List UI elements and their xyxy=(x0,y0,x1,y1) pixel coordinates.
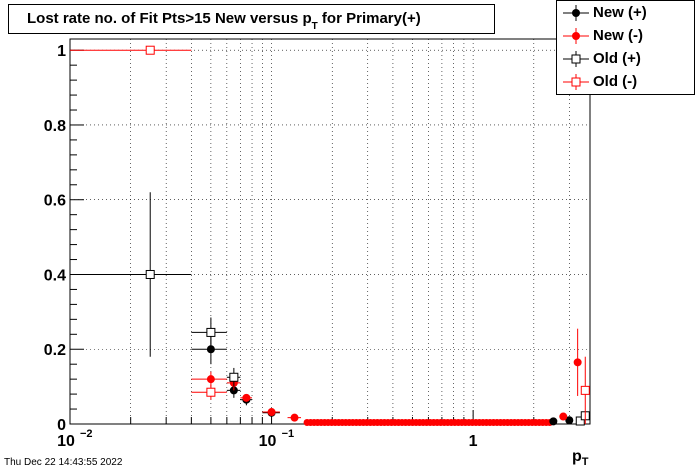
data-point xyxy=(580,385,590,395)
legend-marker-open-square-red xyxy=(563,74,589,90)
legend: New (+) New (-) Old (+) Old (-) xyxy=(556,0,695,95)
data-point xyxy=(242,393,251,402)
data-point xyxy=(575,416,585,426)
legend-item: Old (-) xyxy=(557,71,694,93)
y-tick-label: 0.4 xyxy=(44,267,66,284)
legend-item: New (+) xyxy=(557,2,694,24)
chart-title: Lost rate no. of Fit Pts>15 New versus p… xyxy=(8,4,495,34)
axis-tick-labels: 0 0.2 0.4 0.6 0.8 1 10 −2 10 −1 1 xyxy=(44,43,478,450)
y-tick-label: 0 xyxy=(57,417,66,434)
data-point xyxy=(573,358,582,367)
x-tick-label: 10 xyxy=(57,433,75,450)
data-point xyxy=(549,417,558,426)
x-axis-label-text: p xyxy=(572,448,582,465)
data-point xyxy=(206,375,215,384)
data-point xyxy=(145,45,155,55)
legend-label: New (+) xyxy=(593,4,647,21)
y-tick-label: 0.6 xyxy=(44,193,66,210)
y-tick-label: 1 xyxy=(57,43,66,60)
y-tick-label: 0.2 xyxy=(44,342,66,359)
legend-marker-filled-circle-red xyxy=(563,28,589,44)
legend-label: Old (-) xyxy=(593,73,638,90)
legend-item: New (-) xyxy=(557,25,694,47)
footer-timestamp: Thu Dec 22 14:43:55 2022 xyxy=(4,457,123,468)
chart-title-suffix: for Primary(+) xyxy=(317,10,421,27)
data-marks xyxy=(70,45,590,427)
legend-label: New (-) xyxy=(593,27,643,44)
legend-label: Old (+) xyxy=(593,50,641,67)
legend-item: Old (+) xyxy=(557,48,694,70)
data-point xyxy=(290,413,299,422)
chart-title-text: Lost rate no. of Fit Pts>15 New versus p xyxy=(27,10,312,27)
data-point xyxy=(206,327,216,337)
x-axis-label-sub: T xyxy=(581,456,589,469)
axis-ticks xyxy=(69,49,570,425)
x-tick-label-exponent: −2 xyxy=(80,428,93,440)
legend-marker-open-square-black xyxy=(563,51,589,67)
data-point xyxy=(145,269,155,279)
plot-border xyxy=(69,38,591,425)
data-point xyxy=(559,412,568,421)
data-point xyxy=(229,372,239,382)
legend-marker-filled-circle-black xyxy=(563,5,589,21)
y-tick-label: 0.8 xyxy=(44,118,66,135)
x-tick-label: 10 xyxy=(259,433,277,450)
chart-title-sub: T xyxy=(311,21,318,32)
x-tick-label-exponent: −1 xyxy=(282,428,295,440)
data-point xyxy=(267,408,276,417)
data-point xyxy=(206,387,216,397)
x-tick-label: 1 xyxy=(469,433,478,450)
grid-lines xyxy=(70,39,590,424)
x-axis-label: pT xyxy=(572,448,589,468)
data-point xyxy=(206,345,215,354)
plot-frame xyxy=(69,38,591,425)
data-point xyxy=(565,416,574,425)
